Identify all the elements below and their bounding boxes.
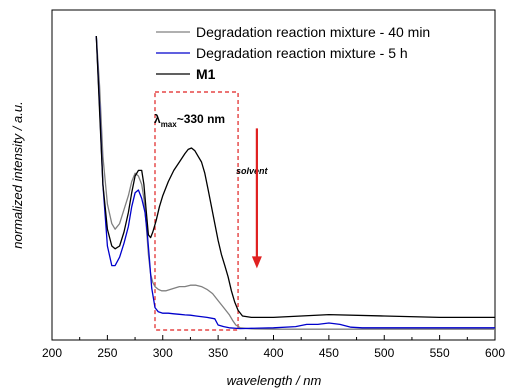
series-line-0 xyxy=(95,35,495,330)
x-axis-label: wavelength / nm xyxy=(227,373,322,388)
x-tick-label-600: 600 xyxy=(485,346,505,360)
decrease-arrow-head xyxy=(251,256,262,269)
lambda-subscript: max xyxy=(161,120,178,129)
series-line-2 xyxy=(95,35,495,319)
x-tick-label-200: 200 xyxy=(42,346,62,360)
annotations: solvent λmax~330 nm xyxy=(154,112,269,269)
x-tick-label-550: 550 xyxy=(430,346,450,360)
y-axis-label: normalized intensity / a.u. xyxy=(10,101,25,248)
x-tick-label-350: 350 xyxy=(208,346,228,360)
solvent-annotation: solvent xyxy=(236,166,269,176)
legend: Degradation reaction mixture - 40 min De… xyxy=(156,24,430,82)
plot-area: 200 250 300 350 400 450 500 550 600 xyxy=(42,9,505,360)
x-tick-label-450: 450 xyxy=(319,346,339,360)
lambda-value: ~330 nm xyxy=(177,112,225,126)
legend-label-m1: M1 xyxy=(196,66,216,82)
x-tick-label-300: 300 xyxy=(153,346,173,360)
series-group xyxy=(95,35,495,330)
x-tick-label-250: 250 xyxy=(97,346,117,360)
legend-label-5h: Degradation reaction mixture - 5 h xyxy=(196,45,408,61)
series-line-1 xyxy=(95,35,495,330)
legend-label-40min: Degradation reaction mixture - 40 min xyxy=(196,24,430,40)
lambda-max-annotation: λmax~330 nm xyxy=(154,112,225,129)
lambda-symbol: λ xyxy=(154,112,161,126)
x-tick-label-400: 400 xyxy=(263,346,283,360)
x-tick-label-500: 500 xyxy=(374,346,394,360)
